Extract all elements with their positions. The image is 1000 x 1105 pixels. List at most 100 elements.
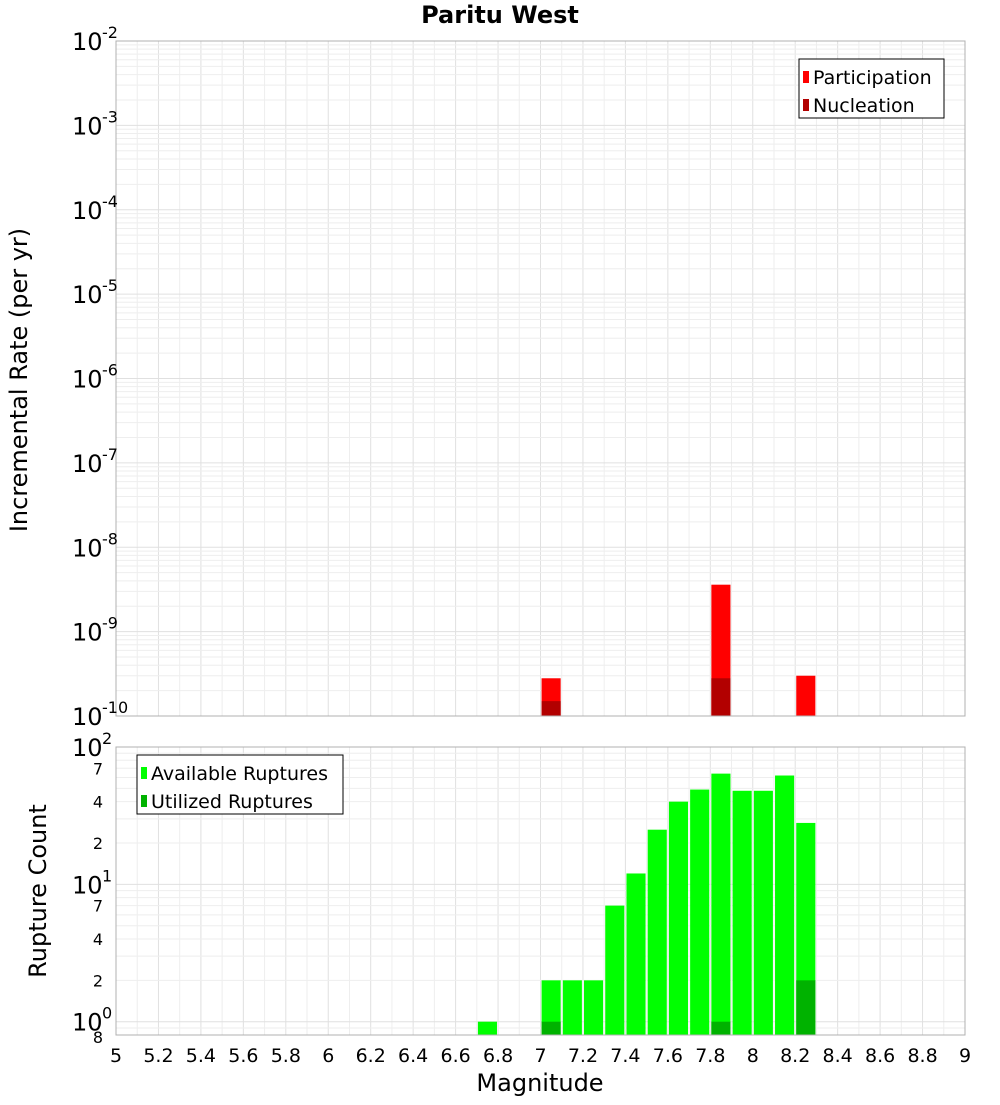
x-tick-label: 8.6 — [865, 1045, 895, 1067]
x-tick-label: 6.8 — [483, 1045, 513, 1067]
count-legend: Available Ruptures Utilized Ruptures — [136, 754, 344, 815]
rate-plot-frame — [115, 40, 966, 717]
count-y-minor-tick: 7 — [93, 897, 103, 916]
count-y-axis-label: Rupture Count — [24, 804, 52, 978]
bar — [541, 701, 561, 716]
x-tick-label: 6 — [322, 1045, 334, 1067]
rate-y-tick-exponent: -2 — [102, 23, 118, 42]
bar — [775, 775, 795, 1035]
rate-y-tick-base: 10 — [72, 281, 103, 309]
bar — [477, 1021, 497, 1035]
rate-y-tick: 10 -8 — [72, 529, 118, 562]
rate-y-tick-base: 10 — [72, 28, 103, 56]
bar — [711, 773, 731, 1035]
count-y-minor-tick: 2 — [93, 971, 103, 990]
rate-y-tick: 10 -7 — [72, 445, 118, 478]
x-tick-label: 7.4 — [610, 1045, 640, 1067]
count-y-tick-base: 10 — [72, 734, 103, 762]
legend-swatch — [803, 99, 809, 111]
legend-label: Nucleation — [813, 95, 915, 117]
rate-y-tick-exponent: -6 — [102, 361, 118, 380]
rate-y-tick-base: 10 — [72, 534, 103, 562]
rate-series-nucleation — [541, 678, 731, 716]
rate-y-tick: 10 -3 — [72, 107, 118, 140]
count-gridlines — [115, 746, 966, 1036]
bar — [732, 790, 752, 1035]
bar — [562, 980, 582, 1035]
x-tick-label: 8 — [747, 1045, 759, 1067]
x-tick-label: 5 — [110, 1045, 122, 1067]
chart-title: Paritu West — [421, 1, 579, 29]
rate-y-tick-base: 10 — [72, 112, 103, 140]
rate-legend: Participation Nucleation — [798, 58, 945, 119]
count-y-tick: 10 2 — [72, 729, 112, 762]
x-tick-label: 9 — [959, 1045, 971, 1067]
count-y-minor-tick: 4 — [93, 793, 103, 812]
x-tick-label: 6.2 — [356, 1045, 386, 1067]
x-tick-label: 7 — [534, 1045, 546, 1067]
count-series-utilized-ruptures — [541, 980, 816, 1035]
count-y-tick-exponent: 0 — [102, 1004, 112, 1023]
rate-y-tick-base: 10 — [72, 450, 103, 478]
count-legend-box — [136, 754, 344, 815]
rate-y-axis-label: Incremental Rate (per yr) — [5, 228, 33, 532]
bar — [690, 789, 710, 1035]
bar — [668, 801, 689, 1035]
rate-y-tick-base: 10 — [72, 366, 103, 394]
rate-y-tick-base: 10 — [72, 619, 103, 647]
x-tick-label: 5.2 — [143, 1045, 173, 1067]
rate-y-tick-base: 10 — [72, 197, 103, 225]
x-tick-label: 7.2 — [568, 1045, 598, 1067]
rate-y-tick-exponent: -10 — [102, 698, 128, 717]
x-tick-label: 5.4 — [186, 1045, 216, 1067]
legend-swatch — [803, 71, 809, 83]
x-tick-label: 5.8 — [271, 1045, 301, 1067]
x-tick-label: 7.6 — [653, 1045, 683, 1067]
legend-swatch — [141, 795, 147, 807]
rate-y-tick-exponent: -7 — [102, 445, 118, 464]
count-y-minor-tick: 2 — [93, 834, 103, 853]
count-y-tick-base: 10 — [72, 871, 103, 899]
bar — [541, 1021, 561, 1035]
count-plot-frame — [115, 746, 966, 1036]
x-tick-label: 8.8 — [907, 1045, 937, 1067]
count-y-tick: 10 1 — [72, 866, 112, 899]
rate-y-tick: 10 -4 — [72, 192, 118, 225]
legend-swatch — [141, 767, 147, 779]
bar — [796, 980, 816, 1035]
x-tick-label: 5.6 — [228, 1045, 258, 1067]
bar — [753, 790, 773, 1035]
rate-y-tick: 10 -2 — [72, 23, 118, 56]
rate-y-tick: 10 -5 — [72, 276, 118, 309]
count-y-minor-tick: 8 — [93, 1028, 103, 1047]
bar — [584, 980, 604, 1035]
x-tick-label: 6.4 — [398, 1045, 428, 1067]
rate-y-tick-exponent: -5 — [102, 276, 118, 295]
count-y-tick-exponent: 2 — [102, 729, 112, 748]
rate-y-tick-exponent: -4 — [102, 192, 118, 211]
rate-y-tick: 10 -6 — [72, 361, 118, 394]
count-series-available-ruptures — [477, 773, 816, 1035]
legend-label: Utilized Ruptures — [151, 791, 313, 813]
legend-label: Participation — [813, 67, 932, 89]
bar — [541, 980, 561, 1035]
rate-y-tick-exponent: -9 — [102, 614, 118, 633]
x-axis-ticks: 5 5.2 5.4 5.6 5.8 6 6.2 6.4 6.6 6.8 7 7.2 7.4 7.6 7.8 8… — [110, 1045, 971, 1067]
x-tick-label: 7.8 — [695, 1045, 725, 1067]
rate-y-tick-exponent: -3 — [102, 107, 118, 126]
x-tick-label: 8.2 — [780, 1045, 810, 1067]
rate-gridlines — [115, 40, 966, 717]
rate-legend-box — [798, 58, 945, 119]
legend-label: Available Ruptures — [151, 763, 328, 785]
bar — [626, 873, 646, 1035]
rate-y-tick: 10 -9 — [72, 614, 118, 647]
x-tick-label: 6.6 — [440, 1045, 470, 1067]
rate-y-tick: 10 -10 — [72, 698, 128, 731]
rate-y-tick-exponent: -8 — [102, 529, 118, 548]
x-tick-label: 8.4 — [823, 1045, 853, 1067]
bar — [711, 678, 731, 716]
count-y-tick-exponent: 1 — [102, 866, 112, 885]
bar — [711, 1021, 731, 1035]
